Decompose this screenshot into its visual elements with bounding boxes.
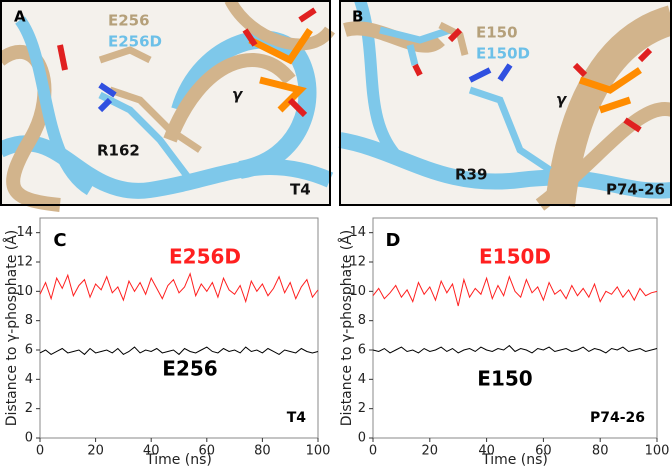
x-tick-label: 40 (143, 444, 160, 459)
y-axis-label: Distance to γ-phosphate (Å) (3, 230, 20, 427)
y-tick-label: 0 (358, 431, 366, 446)
gamma-label: γ (556, 91, 568, 109)
structure-panel-b (338, 0, 672, 211)
x-tick-label: 100 (645, 444, 670, 459)
y-axis-label: Distance to γ-phosphate (Å) (338, 230, 355, 427)
panel-letter: B (352, 8, 363, 26)
data-line (39, 346, 319, 356)
x-tick-label: 20 (422, 444, 439, 459)
x-tick-label: 20 (87, 444, 104, 459)
y-tick-label: 8 (25, 313, 33, 328)
residue-label: E256 (108, 12, 150, 30)
data-line (39, 272, 319, 304)
residue-label: R39 (455, 166, 487, 184)
y-tick-label: 8 (358, 313, 366, 328)
x-tick-label: 80 (592, 444, 609, 459)
panel-letter: D (386, 230, 401, 251)
x-tick-label: 80 (254, 444, 271, 459)
structure-name: P74-26 (606, 181, 665, 199)
y-tick-label: 4 (25, 372, 33, 387)
series-label: E150 (477, 367, 532, 391)
y-tick-label: 0 (25, 431, 33, 446)
gamma-label: γ (232, 86, 244, 104)
y-tick-label: 14 (349, 225, 366, 240)
x-tick-label: 60 (535, 444, 552, 459)
panel-note: P74-26 (590, 410, 645, 426)
y-tick-label: 6 (25, 343, 33, 358)
x-tick-label: 100 (306, 444, 331, 459)
x-tick-label: 0 (369, 444, 377, 459)
residue-label: E256D (108, 33, 162, 51)
y-tick-label: 4 (358, 372, 366, 387)
plot-frame (372, 217, 658, 439)
x-tick-label: 0 (36, 444, 44, 459)
panel-note: T4 (287, 410, 307, 426)
y-tick-label: 10 (16, 284, 33, 299)
plot-frame (39, 217, 319, 439)
structure-panel-a (0, 0, 335, 212)
panel-letter: A (14, 8, 26, 26)
x-tick-label: 40 (478, 444, 495, 459)
x-axis-label: Time (ns) (145, 452, 212, 468)
y-tick-label: 14 (16, 225, 33, 240)
x-axis-label: Time (ns) (481, 452, 548, 468)
series-label: E256D (169, 245, 241, 269)
series-label: E150D (479, 245, 551, 269)
y-tick-label: 12 (16, 255, 33, 270)
data-line (372, 275, 658, 307)
data-line (372, 344, 658, 354)
residue-label: E150 (476, 24, 518, 42)
x-tick-label: 60 (199, 444, 216, 459)
y-tick-label: 2 (25, 401, 33, 416)
y-tick-label: 12 (349, 255, 366, 270)
y-tick-label: 10 (349, 284, 366, 299)
y-tick-label: 2 (358, 401, 366, 416)
structure-name: T4 (290, 181, 311, 199)
series-label: E256 (162, 357, 217, 381)
residue-label: R162 (97, 142, 140, 160)
panel-letter: C (53, 230, 66, 251)
y-tick-label: 6 (358, 343, 366, 358)
residue-label: E150D (476, 45, 530, 63)
